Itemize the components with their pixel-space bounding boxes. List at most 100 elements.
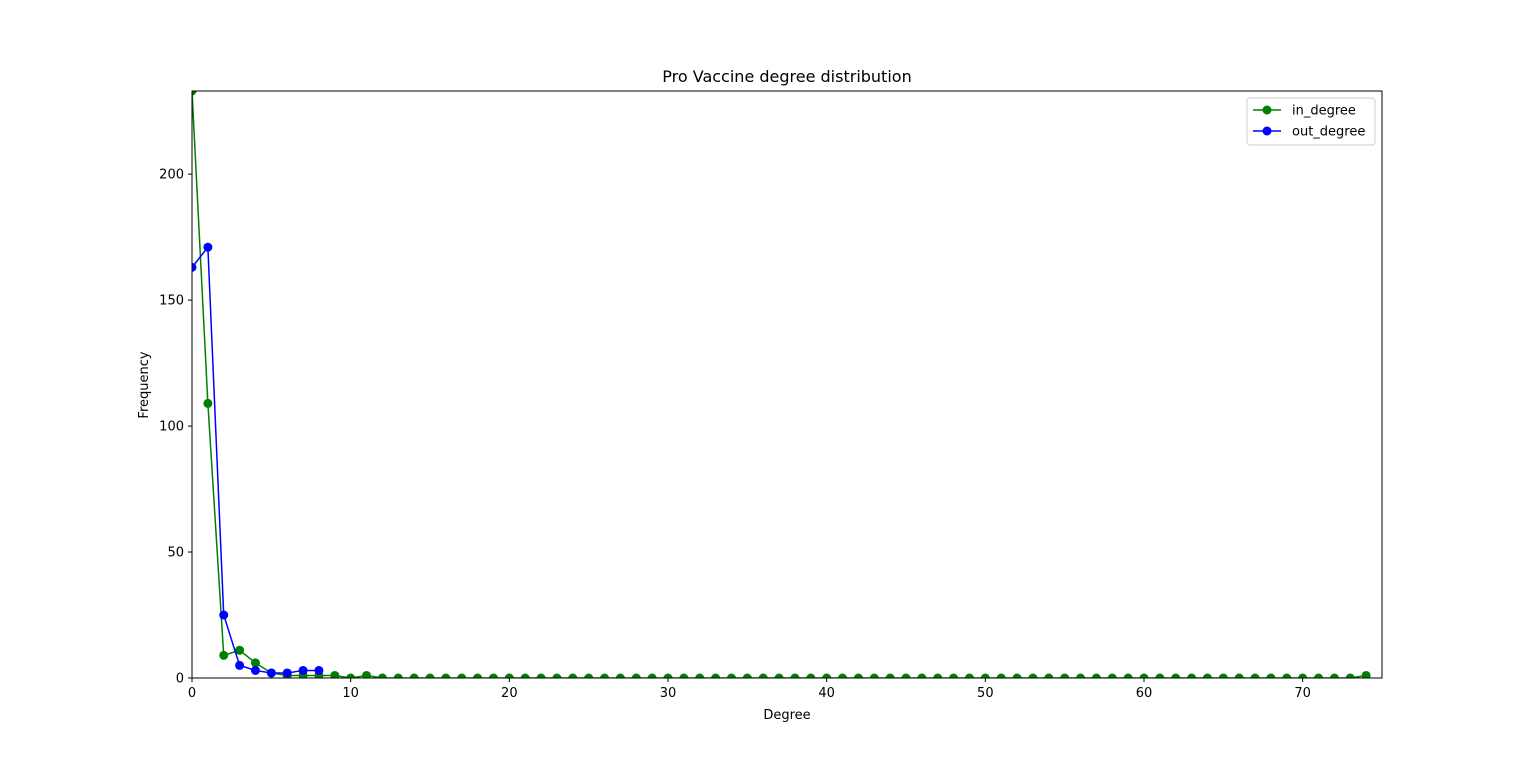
in_degree-point xyxy=(1345,673,1355,678)
in_degree-point xyxy=(1028,673,1038,678)
in_degree-point xyxy=(1060,673,1070,678)
y-tick-label: 50 xyxy=(167,546,184,561)
in_degree-point xyxy=(695,673,705,678)
in_degree-point xyxy=(1266,673,1276,678)
in_degree-point xyxy=(774,673,784,678)
in_degree-point xyxy=(885,673,895,678)
in_degree-point xyxy=(822,673,832,678)
out_degree-legend-marker xyxy=(1262,126,1272,136)
y-axis-label: Frequency xyxy=(137,351,152,418)
x-tick-label: 10 xyxy=(342,686,359,701)
in_degree-point xyxy=(1202,673,1212,678)
in_degree-point xyxy=(409,673,419,678)
in_degree-point xyxy=(1012,673,1022,678)
out_degree-point xyxy=(282,668,292,678)
in_degree-point xyxy=(504,673,514,678)
out_degree-point xyxy=(250,665,260,675)
in_degree-point xyxy=(1091,673,1101,678)
in_degree-point xyxy=(964,673,974,678)
x-tick-label: 0 xyxy=(188,686,196,701)
in_degree-point xyxy=(933,673,943,678)
out_degree-point xyxy=(314,665,324,675)
legend: in_degree out_degree xyxy=(1246,97,1376,146)
legend-entry-in_degree: in_degree xyxy=(1292,104,1356,119)
in_degree-point xyxy=(1044,673,1054,678)
in_degree-point xyxy=(393,673,403,678)
in_degree-point xyxy=(758,673,768,678)
in_degree-point xyxy=(901,673,911,678)
in_degree-point xyxy=(520,673,530,678)
in_degree-point xyxy=(1298,673,1308,678)
in_degree-point xyxy=(790,673,800,678)
axes-frame xyxy=(191,90,1383,679)
in_degree-point xyxy=(679,673,689,678)
y-tick-label: 100 xyxy=(159,420,184,435)
in_degree-point xyxy=(1234,673,1244,678)
in_degree-point xyxy=(1076,673,1086,678)
in_degree-point xyxy=(584,673,594,678)
plot-area xyxy=(192,91,1371,678)
x-tick-label: 30 xyxy=(660,686,677,701)
in_degree-point xyxy=(1218,673,1228,678)
y-tick-label: 150 xyxy=(159,294,184,309)
in_degree-line xyxy=(192,91,1367,678)
in_degree-point xyxy=(536,673,546,678)
out_degree-point xyxy=(219,610,229,620)
in_degree-point xyxy=(1314,673,1324,678)
in_degree-point xyxy=(869,673,879,678)
in_degree-point xyxy=(1187,673,1197,678)
x-tick-label: 60 xyxy=(1136,686,1153,701)
in_degree-point xyxy=(457,673,467,678)
in_degree-point xyxy=(742,673,752,678)
in_degree-point xyxy=(192,91,197,96)
in_degree-point xyxy=(631,673,641,678)
in_degree-point xyxy=(663,673,673,678)
in_degree-point xyxy=(980,673,990,678)
in_degree-point xyxy=(235,645,245,655)
in_degree-point xyxy=(838,673,848,678)
in_degree-point xyxy=(711,673,721,678)
in_degree-point xyxy=(600,673,610,678)
in_degree-point xyxy=(425,673,435,678)
x-axis: 0 10 20 30 40 50 60 70 xyxy=(188,678,1311,701)
in_degree-legend-marker xyxy=(1262,105,1272,115)
y-axis: 0 50 100 150 200 xyxy=(159,168,192,687)
in_degree-point xyxy=(1361,670,1371,678)
in_degree-point xyxy=(647,673,657,678)
in_degree-point xyxy=(346,673,356,678)
in_degree-point xyxy=(1250,673,1260,678)
in_degree-point xyxy=(219,650,229,660)
legend-entry-out_degree: out_degree xyxy=(1292,125,1365,140)
y-tick-label: 200 xyxy=(159,168,184,183)
in_degree-point xyxy=(615,673,625,678)
y-tick-label: 0 xyxy=(176,672,184,687)
in_degree-point xyxy=(441,673,451,678)
in_degree-point xyxy=(568,673,578,678)
out_degree-point xyxy=(298,665,308,675)
out_degree-point xyxy=(235,660,245,670)
in_degree-point xyxy=(853,673,863,678)
in_degree-point xyxy=(949,673,959,678)
in_degree-point xyxy=(1155,673,1165,678)
x-tick-label: 70 xyxy=(1294,686,1311,701)
in_degree-point xyxy=(250,658,260,668)
out_degree-point xyxy=(192,262,197,272)
in_degree-point xyxy=(1282,673,1292,678)
x-tick-label: 50 xyxy=(977,686,994,701)
in_degree-point xyxy=(362,670,372,678)
in_degree-point xyxy=(1139,673,1149,678)
in_degree-point xyxy=(330,670,340,678)
x-axis-label: Degree xyxy=(763,708,810,723)
chart-title: Pro Vaccine degree distribution xyxy=(662,67,911,86)
out_degree-point xyxy=(266,668,276,678)
in_degree-point xyxy=(552,673,562,678)
x-tick-label: 40 xyxy=(818,686,835,701)
x-tick-label: 20 xyxy=(501,686,518,701)
out_degree-point xyxy=(203,242,213,252)
in_degree-point xyxy=(203,398,213,408)
in_degree-point xyxy=(473,673,483,678)
in_degree-point xyxy=(726,673,736,678)
in_degree-point xyxy=(1171,673,1181,678)
in_degree-point xyxy=(917,673,927,678)
in_degree-point xyxy=(1107,673,1117,678)
